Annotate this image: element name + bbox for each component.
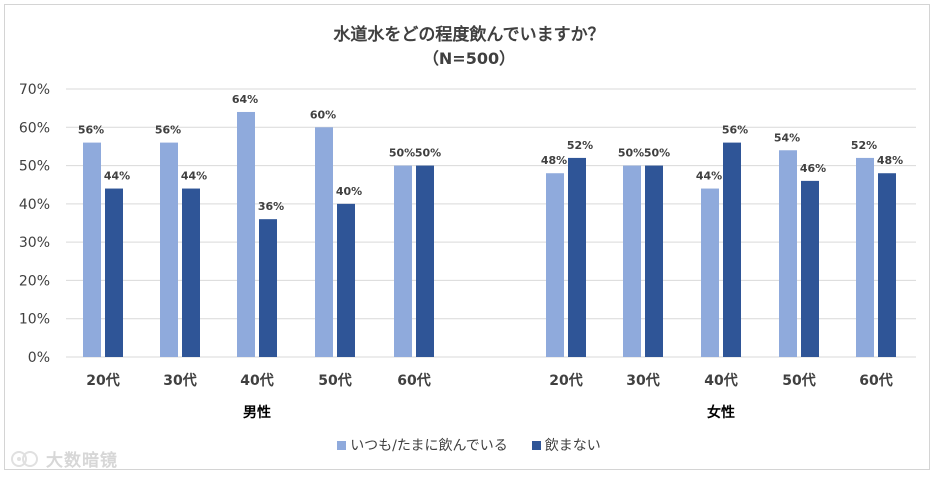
x-category-label: 20代 <box>549 372 582 389</box>
x-category-label: 30代 <box>626 372 659 389</box>
bar-not-drink <box>182 188 200 357</box>
bar-not-drink <box>568 157 586 357</box>
bar-drink <box>237 111 255 357</box>
bar-drink <box>546 173 564 357</box>
bar-drink <box>623 165 641 357</box>
data-label-not-drink: 46% <box>800 162 826 175</box>
x-category-label: 40代 <box>240 372 273 389</box>
y-tick-label: 40% <box>19 197 50 213</box>
data-label-not-drink: 50% <box>415 147 441 160</box>
data-label-drink: 56% <box>78 124 104 137</box>
data-label-drink: 48% <box>541 154 567 167</box>
bar-not-drink <box>645 165 663 357</box>
bar-drink <box>856 157 874 357</box>
bar-not-drink <box>105 188 123 357</box>
chart-frame <box>4 4 930 470</box>
x-category-label: 30代 <box>163 372 196 389</box>
x-group-label: 女性 <box>707 404 735 421</box>
watermark: 大数暗镜 <box>10 446 118 471</box>
data-label-drink: 44% <box>696 170 722 183</box>
data-label-drink: 50% <box>389 147 415 160</box>
x-category-label: 50代 <box>318 372 351 389</box>
data-label-drink: 54% <box>774 131 800 144</box>
watermark-logo-icon <box>11 450 38 467</box>
y-tick-label: 70% <box>19 82 50 98</box>
data-label-not-drink: 50% <box>644 147 670 160</box>
legend-item-drink: いつも/たまに飲んでいる <box>337 435 508 455</box>
data-label-not-drink: 56% <box>722 124 748 137</box>
legend-swatch-not-drink <box>531 440 541 450</box>
data-label-drink: 52% <box>851 139 877 152</box>
bar-not-drink <box>416 165 434 357</box>
data-label-not-drink: 44% <box>104 170 130 183</box>
bar-drink <box>315 127 333 358</box>
data-label-drink: 64% <box>232 93 258 106</box>
x-category-label: 20代 <box>86 372 119 389</box>
y-tick-label: 50% <box>19 159 50 175</box>
y-tick-label: 0% <box>28 350 50 366</box>
data-label-not-drink: 44% <box>181 170 207 183</box>
x-category-label: 40代 <box>704 372 737 389</box>
bar-not-drink <box>878 173 896 357</box>
legend-item-not-drink: 飲まない <box>531 435 601 455</box>
y-tick-label: 20% <box>19 273 50 289</box>
bar-drink <box>394 165 412 357</box>
bar-not-drink <box>723 142 741 357</box>
x-category-label: 60代 <box>397 372 430 389</box>
x-category-label: 50代 <box>782 372 815 389</box>
data-label-not-drink: 48% <box>877 154 903 167</box>
bar-chart: 0% 10% 20% 30% 40% 50% 60% 70% 56% 44% 20代 56% 44% 30… <box>19 82 916 421</box>
y-tick-label: 10% <box>19 312 50 328</box>
bar-drink <box>701 188 719 357</box>
bar-drink <box>779 150 797 357</box>
data-label-drink: 60% <box>310 108 336 121</box>
legend-swatch-drink <box>337 440 347 450</box>
x-group-label: 男性 <box>243 404 271 421</box>
data-label-not-drink: 36% <box>258 200 284 213</box>
data-label-drink: 50% <box>618 147 644 160</box>
x-category-label: 60代 <box>859 372 892 389</box>
bar-not-drink <box>337 203 355 357</box>
chart-legend: いつも/たまに飲んでいる 飲まない <box>0 435 938 455</box>
bar-drink <box>160 142 178 357</box>
legend-label-not-drink: 飲まない <box>544 438 601 454</box>
data-label-drink: 56% <box>155 124 181 137</box>
y-tick-label: 30% <box>19 235 50 251</box>
bar-not-drink <box>259 219 277 357</box>
legend-label-drink: いつも/たまに飲んでいる <box>350 438 508 454</box>
watermark-text: 大数暗镜 <box>46 451 118 471</box>
bar-drink <box>83 142 101 357</box>
chart-subtitle: （N=500） <box>422 49 516 68</box>
chart-title: 水道水をどの程度飲んでいますか？ <box>333 25 605 45</box>
data-label-not-drink: 40% <box>336 185 362 198</box>
bar-not-drink <box>801 180 819 357</box>
data-label-not-drink: 52% <box>567 139 593 152</box>
y-tick-label: 60% <box>19 120 50 136</box>
